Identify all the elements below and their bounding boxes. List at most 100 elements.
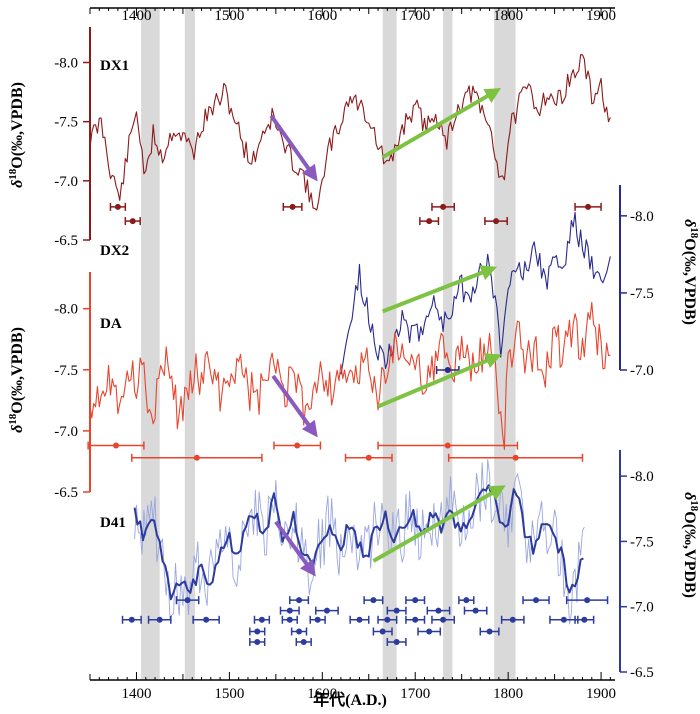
date-point <box>356 616 363 623</box>
series-line-dx2 <box>340 211 611 375</box>
x-tick-label-bottom: 1400 <box>121 686 151 702</box>
y-tick-label-da: -7.5 <box>54 363 78 379</box>
date-point <box>286 607 293 614</box>
date-point <box>393 638 400 645</box>
date-point <box>493 218 500 225</box>
date-point <box>156 616 163 623</box>
axes-layer: 1400 1500 1600 1700 1800 1900 1400 1500 1600 1700… <box>54 7 654 702</box>
panel-label-dx2: DX2 <box>100 243 129 259</box>
date-point <box>472 607 479 614</box>
date-point <box>512 454 519 461</box>
panel-label-d41: D41 <box>100 515 126 531</box>
shaded-period-4 <box>443 8 453 680</box>
date-point <box>193 454 200 461</box>
y-tick-label-dx1: -8.0 <box>54 56 78 72</box>
date-point <box>440 203 447 210</box>
x-tick-label-bottom: 1500 <box>214 686 244 702</box>
x-axis-title: 年代(A.D.) <box>313 690 387 709</box>
series-line-dx1 <box>89 54 611 211</box>
date-point <box>113 442 120 449</box>
shaded-period-2 <box>184 8 195 680</box>
date-point <box>203 616 210 623</box>
x-tick-label-bottom: 1800 <box>493 686 523 702</box>
date-point <box>393 607 400 614</box>
y-tick-label-d41: -6.5 <box>630 665 654 681</box>
y-tick-label-da: -6.5 <box>54 485 78 501</box>
y-tick-label-dx2: -7.5 <box>630 286 654 302</box>
date-point <box>289 203 296 210</box>
date-point <box>184 597 191 604</box>
y-tick-label-da: -8.0 <box>54 302 78 318</box>
date-point <box>379 628 386 635</box>
date-point <box>533 597 540 604</box>
date-point <box>440 616 447 623</box>
y-tick-label-dx1: -7.0 <box>54 174 78 190</box>
trend-arrow-green-dx2 <box>381 265 498 314</box>
trend-arrow-green-da <box>377 353 502 409</box>
date-point <box>314 616 321 623</box>
date-point <box>258 616 265 623</box>
x-tick-label-top: 1900 <box>586 8 616 24</box>
x-tick-label-bottom: 1600 <box>307 686 337 702</box>
date-point <box>300 638 307 645</box>
date-point <box>560 616 567 623</box>
trend-arrow-purple-dx1 <box>269 114 318 182</box>
date-point <box>426 218 433 225</box>
y-tick-label-d41: -7.0 <box>630 600 654 616</box>
date-markers-layer <box>87 202 609 646</box>
x-tick-label-top: 1500 <box>214 8 244 24</box>
date-point <box>370 597 377 604</box>
shaded-period-1 <box>141 8 160 680</box>
y-axis-title-d41: δ18O(‰,VPDB) <box>681 492 700 598</box>
date-point <box>412 616 419 623</box>
series-line-d41 <box>133 484 584 601</box>
date-point <box>585 203 592 210</box>
panel-label-da: DA <box>100 316 122 332</box>
date-point <box>444 367 451 373</box>
shaded-period-5 <box>494 8 516 680</box>
y-tick-label-dx1: -6.5 <box>54 233 78 249</box>
date-point <box>384 616 391 623</box>
date-point <box>286 616 293 623</box>
trend-arrow-purple-d41 <box>274 520 316 577</box>
date-point <box>435 607 442 614</box>
date-point <box>254 638 261 645</box>
date-point <box>365 454 372 461</box>
y-tick-label-dx2: -8.0 <box>630 209 654 225</box>
date-point <box>444 442 451 449</box>
date-point <box>584 597 591 604</box>
x-tick-label-bottom: 1900 <box>586 686 616 702</box>
date-point <box>129 218 136 225</box>
series-layer <box>89 54 611 625</box>
date-point <box>114 203 121 210</box>
trend-arrow-purple-da <box>271 374 318 438</box>
trend-arrows-layer <box>269 88 506 577</box>
y-tick-label-da: -7.0 <box>54 424 78 440</box>
date-point <box>581 616 588 623</box>
date-point <box>296 628 303 635</box>
x-tick-label-top: 1400 <box>121 8 151 24</box>
date-point <box>296 597 303 604</box>
panel-label-dx1: DX1 <box>100 58 129 74</box>
x-tick-label-bottom: 1700 <box>400 686 430 702</box>
y-axis-title-dx1: δ18O(‰,VPDB) <box>7 82 26 188</box>
y-tick-label-d41: -7.5 <box>630 534 654 550</box>
date-point <box>323 607 330 614</box>
series-line-d41-raw <box>134 459 585 625</box>
y-tick-label-dx2: -7.0 <box>630 363 654 379</box>
x-tick-label-top: 1800 <box>493 8 523 24</box>
y-tick-label-dx1: -7.5 <box>54 115 78 131</box>
date-point <box>486 628 493 635</box>
x-tick-label-top: 1600 <box>307 8 337 24</box>
y-axis-title-da: δ18O(‰,VPDB) <box>7 327 26 433</box>
date-point <box>128 616 135 623</box>
date-point <box>412 597 419 604</box>
trend-arrow-green-d41 <box>372 485 506 563</box>
series-line-da <box>89 301 611 450</box>
x-tick-label-top: 1700 <box>400 8 430 24</box>
date-point <box>294 442 301 449</box>
trend-arrow-green-dx1 <box>381 88 502 159</box>
date-point <box>509 616 516 623</box>
y-axis-title-dx2: δ18O(‰,VPDB) <box>681 219 700 325</box>
